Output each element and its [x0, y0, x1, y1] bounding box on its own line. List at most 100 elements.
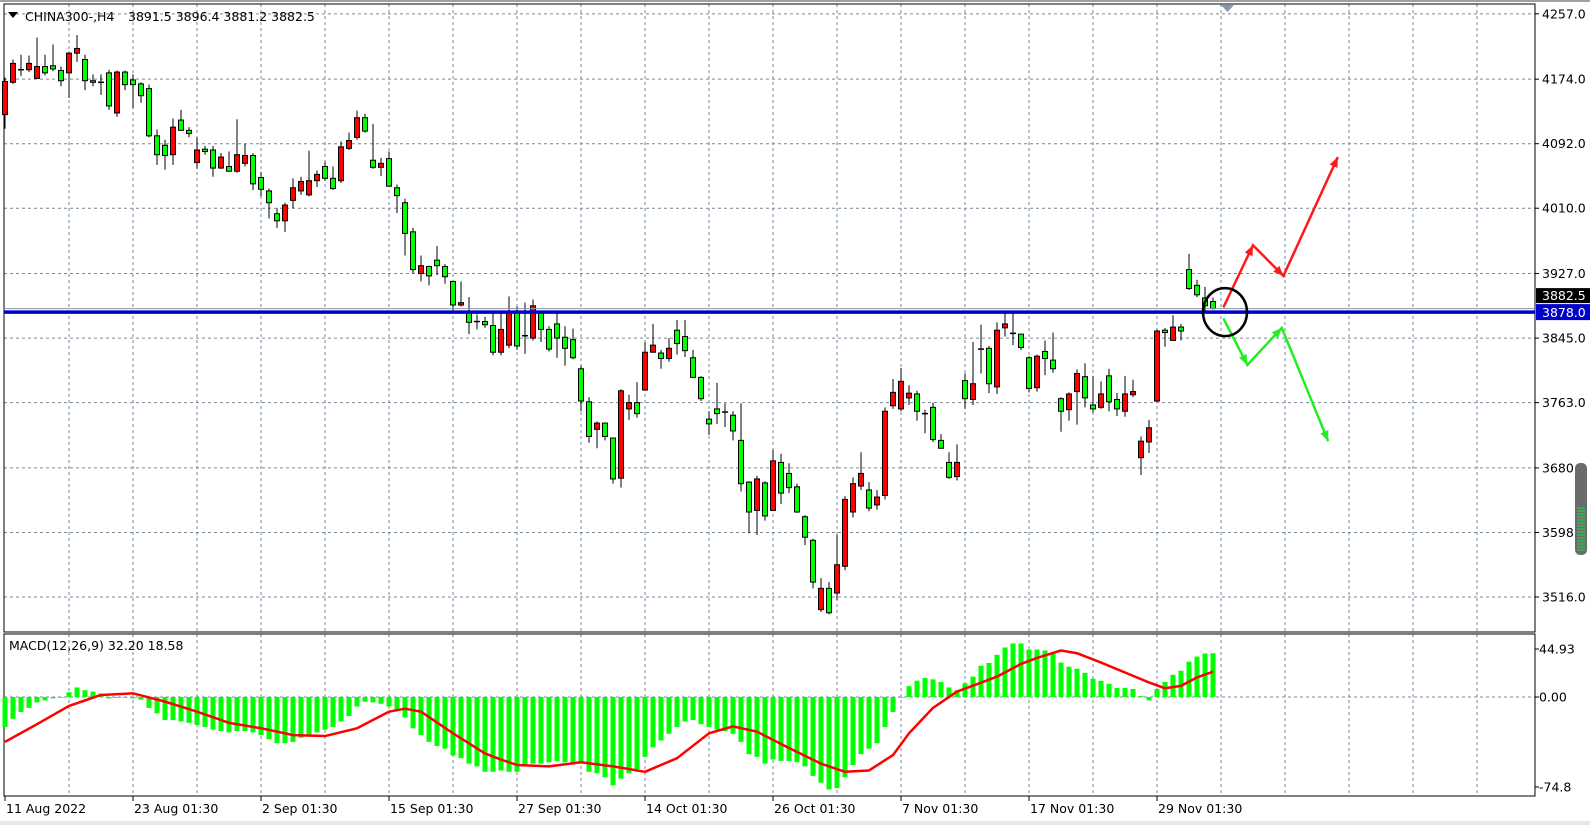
candle — [170, 118, 176, 165]
macd-histogram-bar — [674, 697, 680, 727]
candle-body — [194, 149, 200, 164]
macd-histogram-bar — [234, 697, 240, 731]
macd-histogram-bar — [634, 697, 640, 770]
collapse-triangle-icon[interactable] — [8, 12, 18, 18]
macd-histogram-bar — [770, 697, 776, 760]
candle-body — [1146, 427, 1152, 443]
macd-histogram-bar — [1122, 687, 1128, 697]
macd-histogram-bar — [650, 697, 656, 748]
macd-histogram-bar — [898, 697, 904, 698]
price-tick-label: 4257.0 — [1542, 6, 1586, 21]
macd-histogram-bar — [610, 697, 616, 786]
candle — [402, 198, 408, 256]
macd-histogram-bar — [746, 697, 752, 755]
drawing-objects[interactable] — [1201, 156, 1339, 442]
candle — [330, 166, 336, 191]
candle — [874, 489, 880, 510]
date-tick-label: 17 Nov 01:30 — [1030, 801, 1114, 816]
symbol-timeframe: CHINA300-,H4 — [25, 9, 114, 24]
candle — [626, 394, 632, 420]
macd-histogram-bar — [242, 697, 248, 731]
macd-histogram-bar — [1146, 697, 1152, 701]
candle — [346, 132, 352, 150]
candle-body — [530, 305, 536, 339]
candle — [562, 326, 568, 366]
candle — [474, 314, 480, 330]
candle-body — [602, 422, 608, 437]
macd-histogram-bar — [882, 697, 888, 727]
candle — [714, 382, 720, 424]
candle-body — [330, 177, 336, 190]
candle — [178, 109, 184, 131]
candle — [490, 313, 496, 356]
zoom-slider[interactable] — [1575, 463, 1587, 555]
candle — [26, 55, 32, 73]
macd-histogram-bar — [354, 697, 360, 707]
candle — [978, 324, 984, 374]
macd-histogram-bar — [666, 697, 672, 734]
macd-histogram-bar — [978, 665, 984, 697]
candle — [946, 452, 952, 479]
macd-histogram-bar — [874, 697, 880, 744]
macd-tick-label: -74.8 — [1539, 780, 1571, 795]
candle-body — [202, 148, 208, 153]
macd-histogram-bar — [890, 697, 896, 712]
macd-histogram-bar — [626, 697, 632, 774]
candle — [34, 37, 40, 79]
candle — [602, 422, 608, 441]
candle-body — [938, 439, 944, 449]
horizontal-line-layer[interactable] — [4, 308, 1535, 314]
candle-body — [394, 187, 400, 197]
date-tick-label: 26 Oct 01:30 — [774, 801, 856, 816]
macd-histogram-bar — [82, 690, 88, 697]
candle-body — [130, 79, 136, 86]
candle-body — [618, 390, 624, 479]
candle-body — [122, 71, 128, 86]
candle — [314, 170, 320, 187]
candle — [2, 77, 8, 129]
price-tick-label: 4092.0 — [1542, 136, 1586, 151]
macd-histogram-bar — [442, 697, 448, 749]
price-tick-label: 3763.0 — [1542, 395, 1586, 410]
candle — [1106, 368, 1112, 412]
candle-body — [626, 402, 632, 410]
candle — [730, 411, 736, 441]
chart-shift-marker-icon[interactable] — [1221, 5, 1234, 12]
macd-histogram-bar — [578, 697, 584, 764]
candle-body — [1090, 404, 1096, 410]
candle — [906, 385, 912, 405]
candle — [386, 151, 392, 187]
macd-tick-label: 44.93 — [1539, 642, 1575, 657]
candle-body — [770, 460, 776, 511]
candle-body — [58, 69, 64, 82]
candle — [538, 310, 544, 343]
price-tick-label: 4010.0 — [1542, 201, 1586, 216]
price-tick-label: 3845.0 — [1542, 331, 1586, 346]
candle-body — [138, 83, 144, 97]
candle — [1098, 381, 1104, 409]
macd-histogram-bar — [250, 697, 256, 733]
highlight-circle — [1201, 286, 1249, 338]
candle — [762, 481, 768, 521]
candle — [890, 379, 896, 409]
macd-histogram-bar — [490, 697, 496, 772]
macd-histogram-bar — [338, 697, 344, 722]
candle — [210, 146, 216, 177]
macd-histogram-bar — [130, 697, 136, 699]
candle-body — [274, 213, 280, 222]
candle — [738, 403, 744, 492]
candle — [266, 188, 272, 219]
macd-histogram-bar — [1130, 688, 1136, 697]
macd-histogram-bar — [290, 697, 296, 742]
candle — [1186, 253, 1192, 291]
macd-histogram-bar — [794, 697, 800, 763]
candle — [18, 54, 24, 77]
candle — [1122, 375, 1128, 417]
candle-body — [578, 368, 584, 402]
macd-histogram-bar — [514, 697, 520, 772]
candle-body — [554, 323, 560, 339]
macd-histogram-bar — [1058, 662, 1064, 697]
candle — [522, 302, 528, 354]
candle — [106, 69, 112, 110]
